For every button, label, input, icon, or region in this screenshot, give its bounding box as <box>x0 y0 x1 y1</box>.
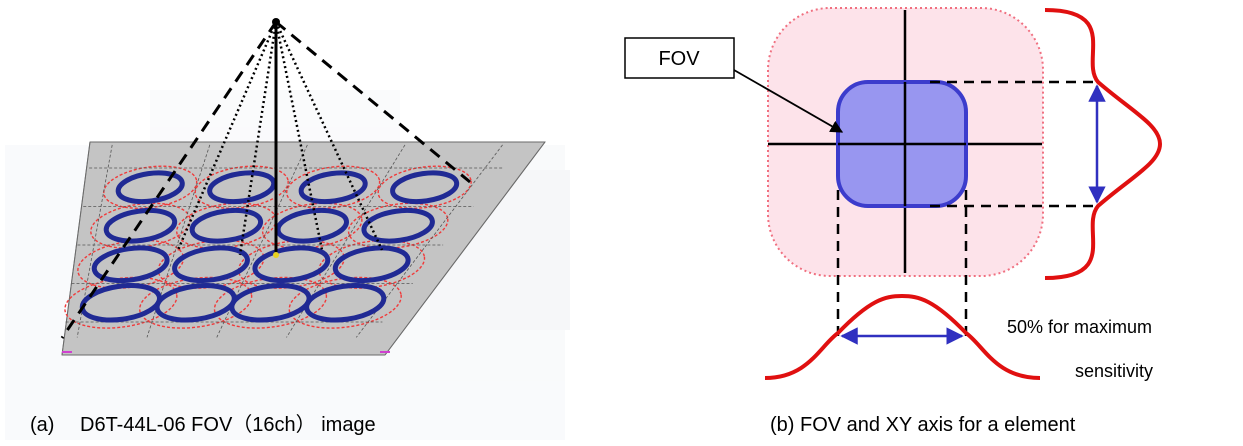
note-line-2: sensitivity <box>1075 361 1153 381</box>
outer-fov-ellipse <box>90 202 191 249</box>
left-caption: (a) D6T-44L-06 FOV（16ch） image <box>30 413 376 436</box>
plane-edges <box>61 141 546 356</box>
fov-ellipse <box>207 170 277 205</box>
plane-grid-line <box>286 144 406 338</box>
fov-callout-box <box>624 37 735 79</box>
fov-callout-label: FOV <box>658 48 700 70</box>
projection-lines <box>60 20 471 339</box>
fov-ellipse <box>252 245 331 284</box>
left-panel: (a) D6T-44L-06 FOV（16ch） image <box>5 18 570 440</box>
projection-guides <box>836 80 1100 340</box>
outer-fov-ellipse <box>347 202 449 249</box>
fov-ellipse <box>304 283 387 323</box>
right-caption: (b) FOV and XY axis for a element <box>770 414 1076 436</box>
y-sensitivity-curve <box>1044 8 1163 280</box>
fov-ellipse <box>229 283 312 323</box>
outer-fov-ellipse <box>286 165 381 209</box>
fov-ellipse <box>103 207 178 244</box>
fov-ellipse <box>115 170 185 205</box>
center-point <box>273 252 279 258</box>
right-panel: FOV 50% for maximum sensitivity (b) FOV … <box>624 7 1163 436</box>
outer-fov-ellipse <box>103 165 198 209</box>
fov-ellipse <box>361 207 435 244</box>
fov-ellipse <box>172 245 250 284</box>
fov-ellipse <box>332 245 411 284</box>
fov-ellipse <box>154 283 237 323</box>
plane-grid-line <box>146 144 211 338</box>
fov-ellipse <box>390 170 460 205</box>
plane-grid-line <box>76 144 113 338</box>
fov-ellipse <box>91 245 170 284</box>
xy-axes-over-fov <box>838 82 966 206</box>
fov-ellipse <box>298 170 368 205</box>
note-line-1: 50% for maximum <box>1007 317 1152 337</box>
fov-callout-arrow-icon <box>733 69 844 133</box>
sensor-apex-icon <box>272 18 280 26</box>
outer-fov-ellipse <box>261 202 363 249</box>
fov-ellipse <box>189 207 264 244</box>
x-sensitivity-curve <box>764 293 1041 380</box>
fov-ellipse <box>275 207 349 244</box>
